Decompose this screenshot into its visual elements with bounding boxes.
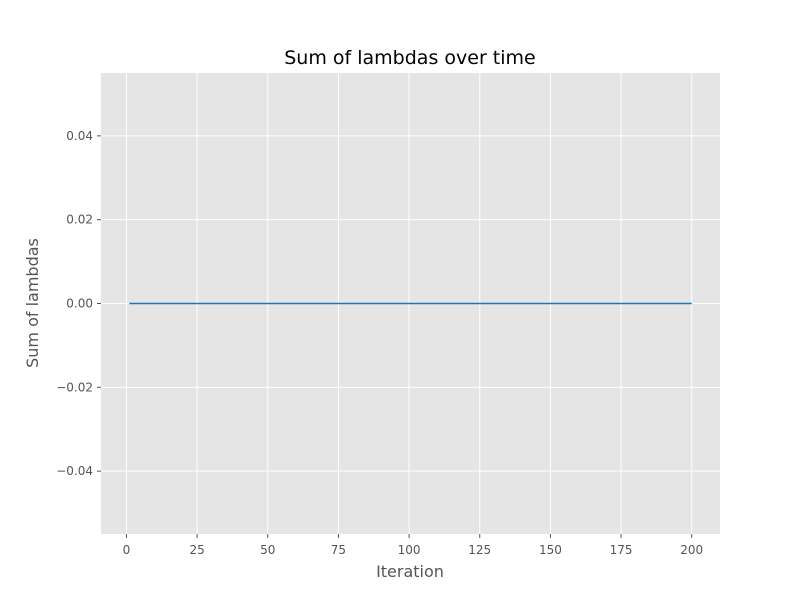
x-tick-label: 75 <box>331 543 346 557</box>
x-tick-label: 100 <box>398 543 421 557</box>
x-axis-label: Iteration <box>376 562 444 581</box>
y-tick-label: −0.04 <box>56 464 93 478</box>
x-tick-label: 50 <box>260 543 275 557</box>
y-tick-label: 0.04 <box>66 129 93 143</box>
x-tick-label: 125 <box>468 543 491 557</box>
x-tick-label: 150 <box>539 543 562 557</box>
y-tick-label: 0.02 <box>66 213 93 227</box>
y-tick-label: −0.02 <box>56 380 93 394</box>
chart-title: Sum of lambdas over time <box>284 47 535 69</box>
x-tick-label: 25 <box>189 543 204 557</box>
x-tick-label: 175 <box>610 543 633 557</box>
x-tick-label: 200 <box>680 543 703 557</box>
y-axis-label: Sum of lambdas <box>23 238 42 368</box>
y-axis-ticks: −0.04 −0.02 0.00 0.02 0.04 <box>56 129 101 478</box>
y-tick-label: 0.00 <box>66 297 93 311</box>
x-tick-label: 0 <box>123 543 131 557</box>
x-axis-ticks: 0 25 50 75 100 125 150 175 200 <box>123 534 703 557</box>
